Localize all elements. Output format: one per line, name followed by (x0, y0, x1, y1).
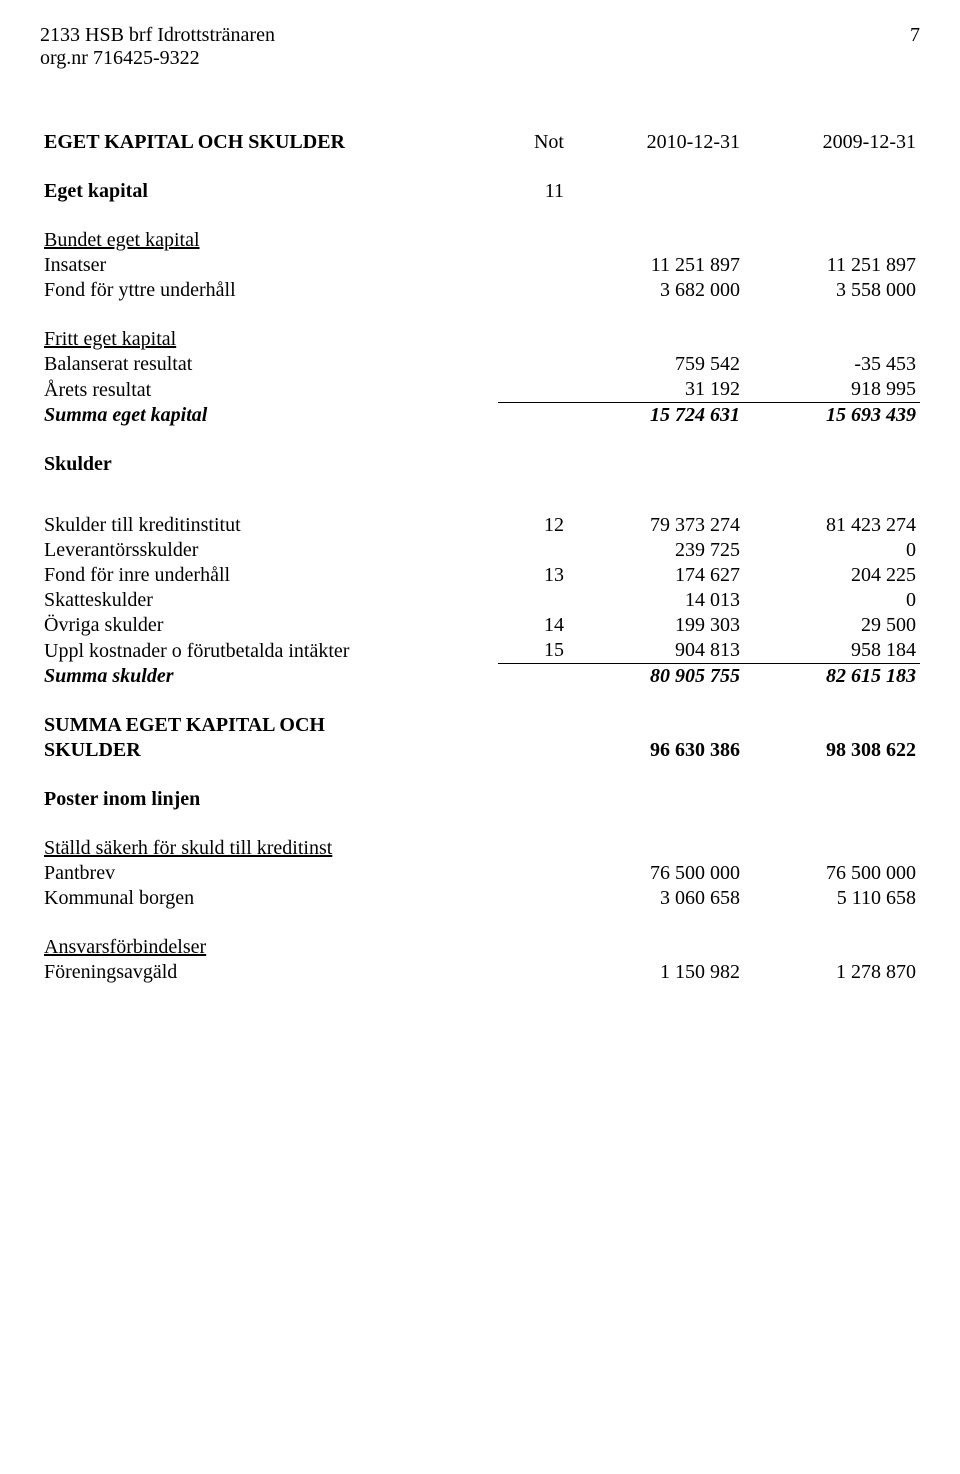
summa-skulder-row: Summa skulder 80 905 755 82 615 183 (40, 664, 920, 690)
row-value: 15 693 439 (744, 403, 920, 429)
summa-total-label1: SUMMA EGET KAPITAL OCH (40, 713, 498, 738)
row-note: 15 (498, 638, 568, 664)
row-value: 81 423 274 (744, 513, 920, 538)
bundet-heading: Bundet eget kapital (40, 228, 498, 253)
row-note: 12 (498, 513, 568, 538)
bundet-heading-row: Bundet eget kapital (40, 228, 920, 253)
row-label: Balanserat resultat (40, 352, 498, 377)
table-row: Fond för yttre underhåll 3 682 000 3 558… (40, 278, 920, 303)
row-value: 904 813 (568, 638, 744, 664)
row-label: Summa skulder (40, 664, 498, 690)
row-value: 204 225 (744, 563, 920, 588)
financial-table: EGET KAPITAL OCH SKULDER Not 2010-12-31 … (40, 70, 920, 985)
row-value: 11 251 897 (568, 253, 744, 278)
fritt-heading: Fritt eget kapital (40, 327, 498, 352)
row-value: 199 303 (568, 613, 744, 638)
table-row: Skatteskulder 14 013 0 (40, 588, 920, 613)
row-value: 5 110 658 (744, 886, 920, 911)
skulder-heading-row: Skulder (40, 452, 920, 477)
table-row: Insatser 11 251 897 11 251 897 (40, 253, 920, 278)
table-row: Årets resultat 31 192 918 995 (40, 377, 920, 403)
row-value: 80 905 755 (568, 664, 744, 690)
row-value: 76 500 000 (744, 861, 920, 886)
row-label: Summa eget kapital (40, 403, 498, 429)
row-value: 0 (744, 538, 920, 563)
row-value: 918 995 (744, 377, 920, 403)
row-value: 79 373 274 (568, 513, 744, 538)
row-value: -35 453 (744, 352, 920, 377)
page-header: 2133 HSB brf Idrottstränaren org.nr 7164… (40, 24, 920, 70)
row-label: Övriga skulder (40, 613, 498, 638)
row-label: Insatser (40, 253, 498, 278)
eget-kapital-heading-row: Eget kapital 11 (40, 179, 920, 204)
poster-heading: Poster inom linjen (40, 787, 498, 812)
row-note: 14 (498, 613, 568, 638)
table-row: Leverantörsskulder 239 725 0 (40, 538, 920, 563)
row-value: 0 (744, 588, 920, 613)
col-header-y1: 2010-12-31 (568, 130, 744, 155)
row-value: 958 184 (744, 638, 920, 664)
row-value: 29 500 (744, 613, 920, 638)
org-name: 2133 HSB brf Idrottstränaren (40, 24, 275, 47)
row-value: 31 192 (568, 377, 744, 403)
stalld-heading: Ställd säkerh för skuld till kreditinst (40, 836, 498, 861)
summa-eget-kapital-row: Summa eget kapital 15 724 631 15 693 439 (40, 403, 920, 429)
poster-heading-row: Poster inom linjen (40, 787, 920, 812)
row-label: Uppl kostnader o förutbetalda intäkter (40, 638, 498, 664)
ansvars-heading: Ansvarsförbindelser (40, 935, 498, 960)
row-label: Skatteskulder (40, 588, 498, 613)
row-value: 3 060 658 (568, 886, 744, 911)
skulder-heading: Skulder (40, 452, 498, 477)
row-label: Kommunal borgen (40, 886, 498, 911)
ansvars-heading-row: Ansvarsförbindelser (40, 935, 920, 960)
table-row: Balanserat resultat 759 542 -35 453 (40, 352, 920, 377)
table-row: Skulder till kreditinstitut 12 79 373 27… (40, 513, 920, 538)
col-header-y2: 2009-12-31 (744, 130, 920, 155)
row-value: 1 278 870 (744, 960, 920, 985)
row-value: 3 682 000 (568, 278, 744, 303)
row-value: 239 725 (568, 538, 744, 563)
row-value: 82 615 183 (744, 664, 920, 690)
row-label: Fond för yttre underhåll (40, 278, 498, 303)
table-row: Övriga skulder 14 199 303 29 500 (40, 613, 920, 638)
col-header-note: Not (498, 130, 568, 155)
row-value: 3 558 000 (744, 278, 920, 303)
summa-total-row1: SUMMA EGET KAPITAL OCH (40, 713, 920, 738)
fritt-heading-row: Fritt eget kapital (40, 327, 920, 352)
row-value: 14 013 (568, 588, 744, 613)
row-label: Föreningsavgäld (40, 960, 498, 985)
summa-total-label2: SKULDER (40, 738, 498, 763)
stalld-heading-row: Ställd säkerh för skuld till kreditinst (40, 836, 920, 861)
row-value: 759 542 (568, 352, 744, 377)
row-value: 174 627 (568, 563, 744, 588)
row-value: 76 500 000 (568, 861, 744, 886)
row-label: Leverantörsskulder (40, 538, 498, 563)
table-row: Kommunal borgen 3 060 658 5 110 658 (40, 886, 920, 911)
row-label: Fond för inre underhåll (40, 563, 498, 588)
row-value: 96 630 386 (568, 738, 744, 763)
table-row: Uppl kostnader o förutbetalda intäkter 1… (40, 638, 920, 664)
row-note: 13 (498, 563, 568, 588)
row-value: 98 308 622 (744, 738, 920, 763)
page-number: 7 (910, 24, 920, 47)
row-label: Pantbrev (40, 861, 498, 886)
section-title: EGET KAPITAL OCH SKULDER (40, 130, 498, 155)
row-label: Skulder till kreditinstitut (40, 513, 498, 538)
row-value: 15 724 631 (568, 403, 744, 429)
eget-kapital-note: 11 (498, 179, 568, 204)
row-value: 1 150 982 (568, 960, 744, 985)
table-row: Pantbrev 76 500 000 76 500 000 (40, 861, 920, 886)
org-number: org.nr 716425-9322 (40, 47, 275, 70)
section-title-row: EGET KAPITAL OCH SKULDER Not 2010-12-31 … (40, 130, 920, 155)
row-value: 11 251 897 (744, 253, 920, 278)
summa-total-row2: SKULDER 96 630 386 98 308 622 (40, 738, 920, 763)
table-row: Föreningsavgäld 1 150 982 1 278 870 (40, 960, 920, 985)
row-label: Årets resultat (40, 377, 498, 403)
table-row: Fond för inre underhåll 13 174 627 204 2… (40, 563, 920, 588)
eget-kapital-heading: Eget kapital (40, 179, 498, 204)
